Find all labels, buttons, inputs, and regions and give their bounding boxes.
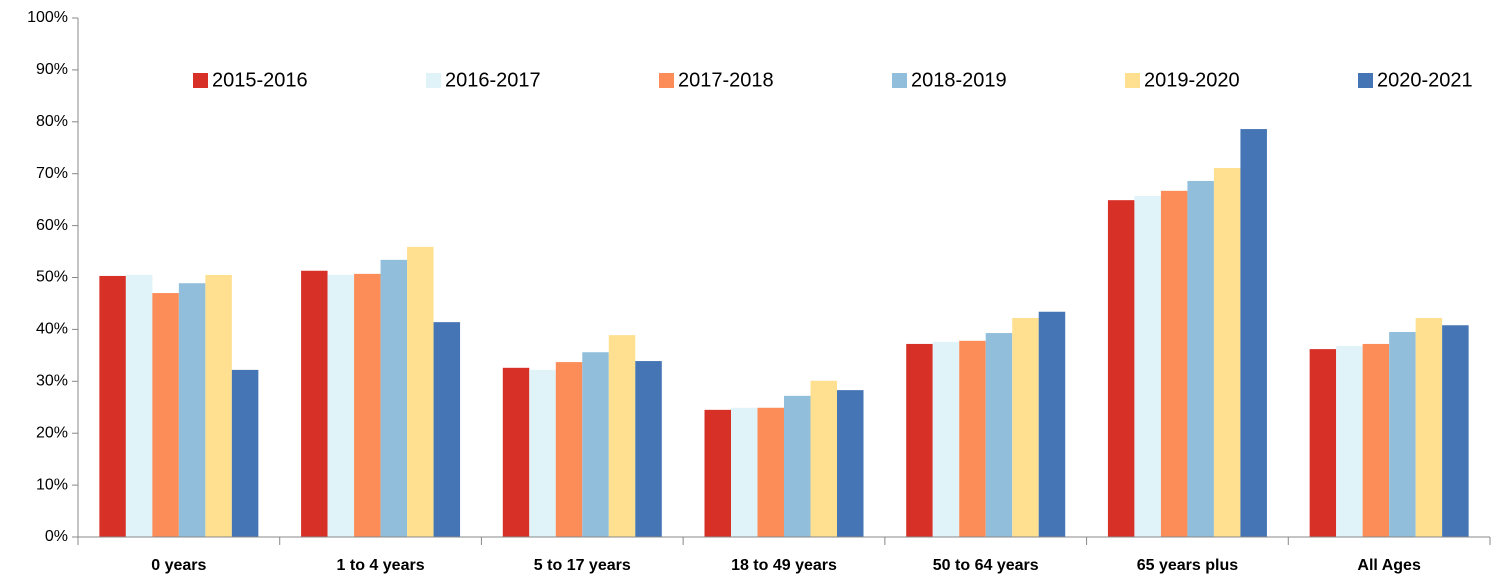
bar bbox=[810, 380, 837, 537]
bar bbox=[125, 274, 153, 537]
y-tick-label: 80% bbox=[36, 113, 68, 130]
bar bbox=[407, 246, 434, 537]
legend-label: 2018-2019 bbox=[911, 69, 1007, 91]
legend-label: 2016-2017 bbox=[445, 69, 541, 91]
bar bbox=[1038, 311, 1066, 537]
bar bbox=[757, 407, 784, 537]
bar bbox=[932, 341, 960, 537]
bar bbox=[354, 273, 381, 537]
bar bbox=[1160, 190, 1188, 537]
legend-swatch bbox=[1125, 73, 1140, 88]
y-tick-label: 70% bbox=[36, 165, 68, 182]
legend-label: 2017-2018 bbox=[678, 69, 774, 91]
x-tick-label: 1 to 4 years bbox=[337, 557, 425, 574]
legend-label: 2015-2016 bbox=[212, 69, 308, 91]
bar bbox=[152, 293, 179, 537]
bar bbox=[1336, 346, 1363, 537]
bar bbox=[837, 390, 864, 537]
legend-label: 2020-2021 bbox=[1377, 69, 1473, 91]
bar bbox=[906, 343, 933, 537]
bar bbox=[635, 361, 662, 537]
legend-swatch bbox=[193, 73, 208, 88]
bar bbox=[1389, 331, 1416, 537]
x-tick-label: 0 years bbox=[151, 557, 206, 574]
x-tick-label: 65 years plus bbox=[1137, 557, 1239, 574]
y-tick-label: 90% bbox=[36, 61, 68, 78]
y-tick-label: 50% bbox=[36, 269, 68, 286]
bar bbox=[1107, 200, 1135, 537]
y-tick-label: 30% bbox=[36, 373, 68, 390]
x-tick-label: All Ages bbox=[1357, 557, 1421, 574]
bar bbox=[1213, 167, 1241, 537]
bar bbox=[433, 322, 461, 537]
y-tick-label: 40% bbox=[36, 321, 68, 338]
x-tick-label: 5 to 17 years bbox=[534, 557, 631, 574]
bar bbox=[704, 409, 731, 537]
bar bbox=[301, 270, 328, 537]
bar bbox=[380, 259, 408, 537]
bar bbox=[327, 274, 355, 537]
y-tick-label: 10% bbox=[36, 476, 68, 493]
bar bbox=[1362, 343, 1390, 537]
bar bbox=[1187, 180, 1214, 537]
bar bbox=[502, 367, 530, 537]
bar bbox=[529, 369, 556, 537]
bar bbox=[1415, 317, 1443, 537]
bar bbox=[231, 369, 259, 537]
bar bbox=[1012, 317, 1039, 537]
y-tick-label: 60% bbox=[36, 217, 68, 234]
legend-swatch bbox=[892, 73, 907, 88]
legend-swatch bbox=[659, 73, 674, 88]
y-tick-label: 20% bbox=[36, 424, 68, 441]
bar bbox=[1309, 349, 1337, 537]
bar bbox=[555, 362, 583, 537]
y-tick-label: 100% bbox=[27, 9, 68, 26]
bar bbox=[205, 274, 232, 537]
bar bbox=[959, 340, 986, 537]
legend-swatch bbox=[1358, 73, 1373, 88]
bar bbox=[731, 407, 758, 537]
bar bbox=[1442, 325, 1469, 537]
legend-label: 2019-2020 bbox=[1144, 69, 1240, 91]
bar bbox=[99, 275, 126, 537]
bar bbox=[1134, 196, 1161, 537]
x-tick-label: 50 to 64 years bbox=[933, 557, 1039, 574]
x-tick-label: 18 to 49 years bbox=[731, 557, 837, 574]
bar bbox=[178, 283, 206, 537]
bar bbox=[784, 395, 811, 537]
bar bbox=[985, 333, 1013, 537]
legend-swatch bbox=[426, 73, 441, 88]
bar bbox=[608, 335, 636, 537]
bar bbox=[1240, 129, 1267, 538]
y-tick-label: 0% bbox=[45, 528, 68, 545]
bar bbox=[582, 352, 609, 537]
